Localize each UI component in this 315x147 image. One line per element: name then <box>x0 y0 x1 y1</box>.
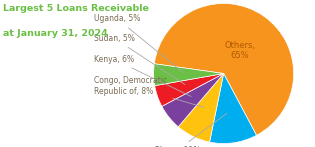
Wedge shape <box>154 4 294 135</box>
Text: Largest 5 Loans Receivable: Largest 5 Loans Receivable <box>3 4 149 13</box>
Text: Sudan, 5%: Sudan, 5% <box>94 34 185 85</box>
Wedge shape <box>178 74 224 142</box>
Wedge shape <box>154 64 224 86</box>
Text: Kenya, 6%: Kenya, 6% <box>94 55 191 96</box>
Wedge shape <box>162 74 224 127</box>
Text: Uganda, 5%: Uganda, 5% <box>94 14 183 72</box>
Text: Congo, Democratic
Republic of, 8%: Congo, Democratic Republic of, 8% <box>94 76 204 107</box>
Text: Others,
65%: Others, 65% <box>224 41 255 60</box>
Wedge shape <box>155 74 224 106</box>
Text: Ghana, 11%: Ghana, 11% <box>154 113 227 147</box>
Wedge shape <box>209 74 256 143</box>
Text: at January 31, 2024: at January 31, 2024 <box>3 29 108 38</box>
